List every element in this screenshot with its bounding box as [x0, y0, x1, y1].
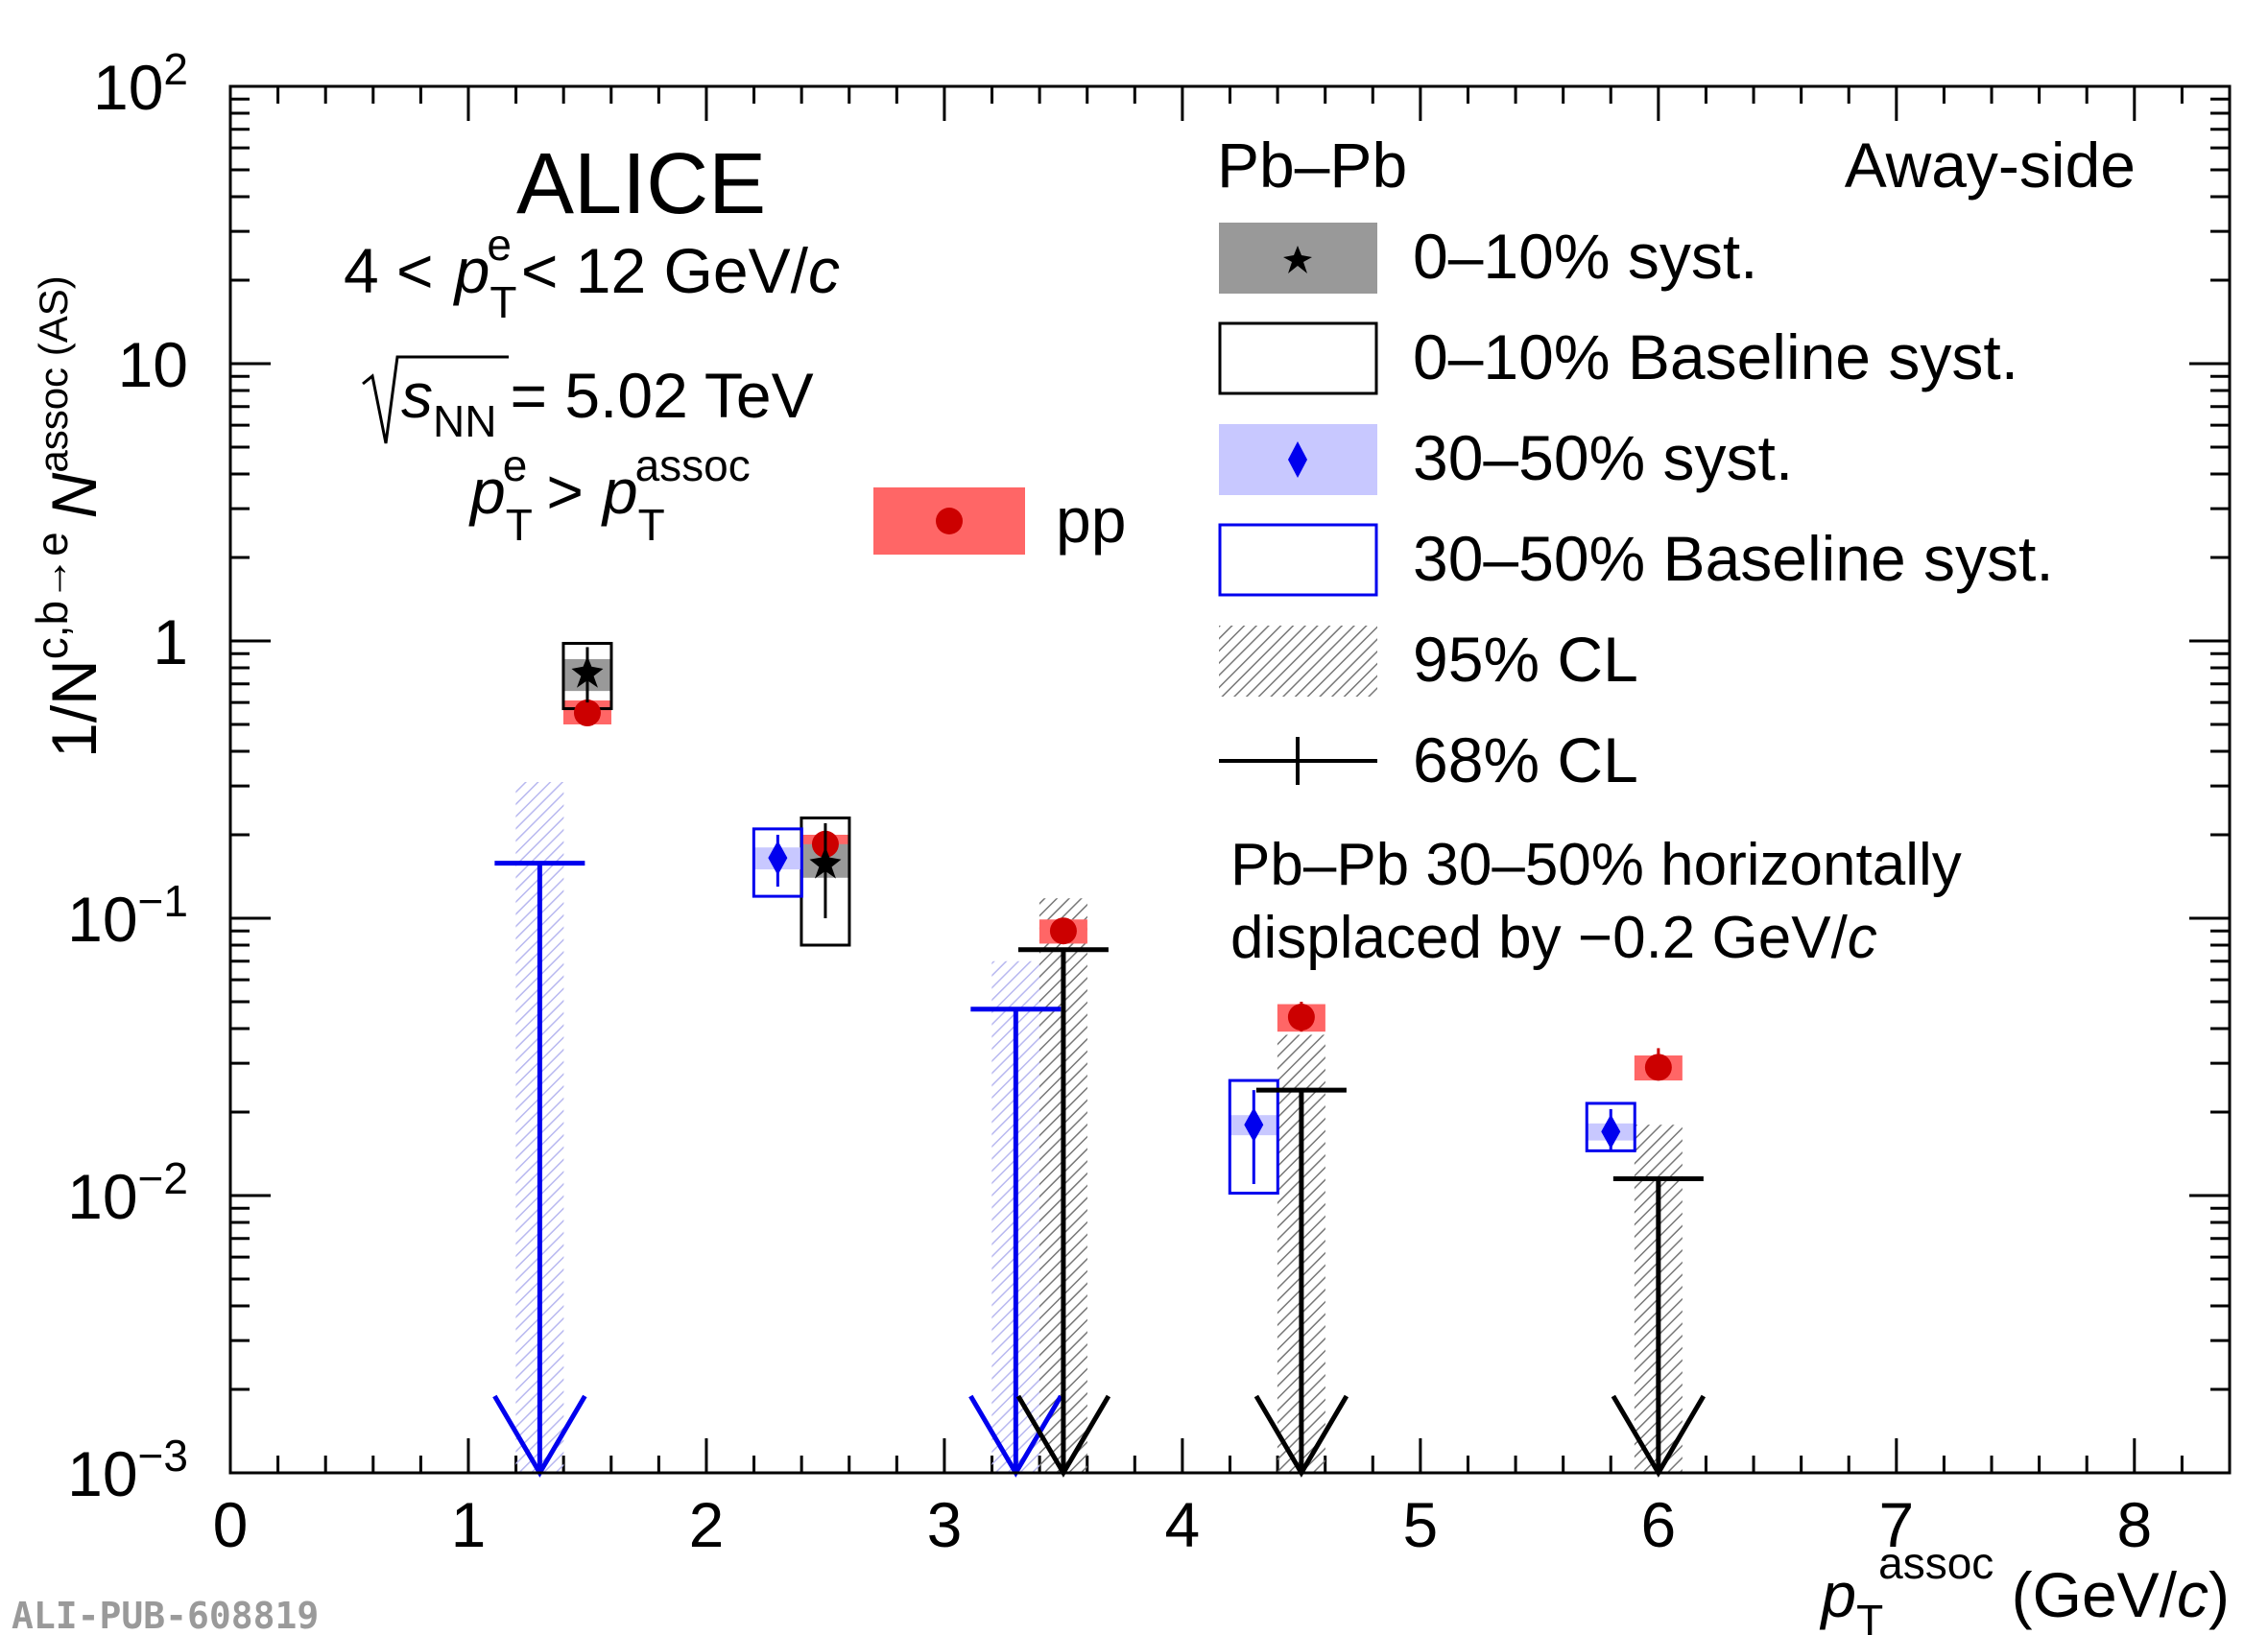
watermark: ALI-PUB-608819 [12, 1595, 319, 1635]
legend-marker-pp [936, 508, 963, 534]
plot-frame [228, 84, 2232, 1475]
x-tick-label: 2 [689, 1489, 725, 1560]
legend-item-pp: pp [873, 485, 1126, 556]
legend-label: 30–50% syst. [1413, 422, 1793, 493]
legend-item-95cl: 95% CL [1219, 624, 1638, 697]
y-tick-label: 1 [153, 606, 188, 677]
pp-point [1049, 917, 1077, 945]
legend-label: 0–10% syst. [1413, 221, 1758, 292]
cent0-10-point [809, 846, 842, 879]
cent0-10-point [571, 655, 604, 688]
x-tick-label: 8 [2116, 1489, 2152, 1560]
pp-point [573, 699, 601, 727]
note-line-1: Pb–Pb 30–50% horizontally [1230, 832, 1962, 898]
energy-label: sNN = 5.02 TeV [362, 355, 814, 446]
x-tick-label: 7 [1878, 1489, 1914, 1560]
legend-label: 0–10% Baseline syst. [1413, 321, 2018, 392]
x-axis-label: pTassoc (GeV/c) [1819, 1538, 2230, 1635]
y-tick-label: 10−2 [67, 1153, 188, 1232]
pt-range-label: 4 < pTe < 12 GeV/c [344, 220, 840, 327]
pp-point [1287, 1004, 1315, 1031]
legend-swatch-open-black [1218, 321, 1378, 395]
cent30-50-point [1244, 1107, 1264, 1143]
legend-star-marker [1283, 246, 1312, 273]
x-tick-label: 4 [1165, 1489, 1201, 1560]
y-tick-label: 102 [93, 44, 188, 123]
tick-labels: 0 1 2 3 4 5 6 7 8 10−3 10−2 10−1 1 10 102 [67, 44, 2152, 1560]
legend-label: 30–50% Baseline syst. [1413, 523, 2054, 594]
legend-item-68cl: 68% CL [1219, 724, 1638, 795]
data-marks [492, 647, 1707, 1478]
x-tick-label: 3 [927, 1489, 963, 1560]
pp-point [1644, 1054, 1672, 1081]
legend-swatch-hatched [1219, 626, 1377, 697]
cent30-50-baseline-box [1228, 1078, 1279, 1196]
legend-label-pp: pp [1056, 485, 1126, 556]
x-tick-label: 6 [1640, 1489, 1676, 1560]
legend-item-0-10-syst: 0–10% syst. [1219, 221, 1758, 294]
y-tick-label: 10 [118, 329, 188, 400]
y-tick-label: 10−1 [67, 876, 188, 955]
x-tick-label: 0 [213, 1489, 249, 1560]
svg-text:sNN= 5.02 TeV: sNN = 5.02 TeV [401, 360, 814, 446]
note-line-2: displaced by −0.2 GeV/c [1230, 905, 1877, 971]
condition-label: pTe > pTassoc [468, 440, 751, 550]
x-tick-label: 5 [1403, 1489, 1439, 1560]
y-tick-label: 10−3 [67, 1431, 188, 1509]
legend-item-0-10-baseline: 0–10% Baseline syst. [1218, 321, 2018, 395]
cent30-50-point [768, 841, 788, 876]
legend-item-30-50-baseline: 30–50% Baseline syst. [1218, 523, 2054, 597]
legend-item-30-50-syst: 30–50% syst. [1219, 422, 1793, 495]
x-tick-label: 1 [451, 1489, 487, 1560]
legend-swatch-open-blue [1218, 523, 1378, 597]
legend-label: 95% CL [1413, 624, 1638, 695]
cent30-50-point [1601, 1114, 1621, 1149]
y-axis-label: 1/Nc,b→eNassoc (AS) [27, 275, 109, 758]
sqrt-symbol [362, 355, 509, 444]
legend-title: Pb–Pb [1217, 130, 1407, 201]
side-label: Away-side [1845, 130, 2136, 201]
experiment-label: ALICE [516, 136, 766, 232]
cent30-50-baseline-box [752, 827, 803, 898]
legend-label: 68% CL [1413, 724, 1638, 795]
legend-diamond-marker [1288, 441, 1307, 478]
